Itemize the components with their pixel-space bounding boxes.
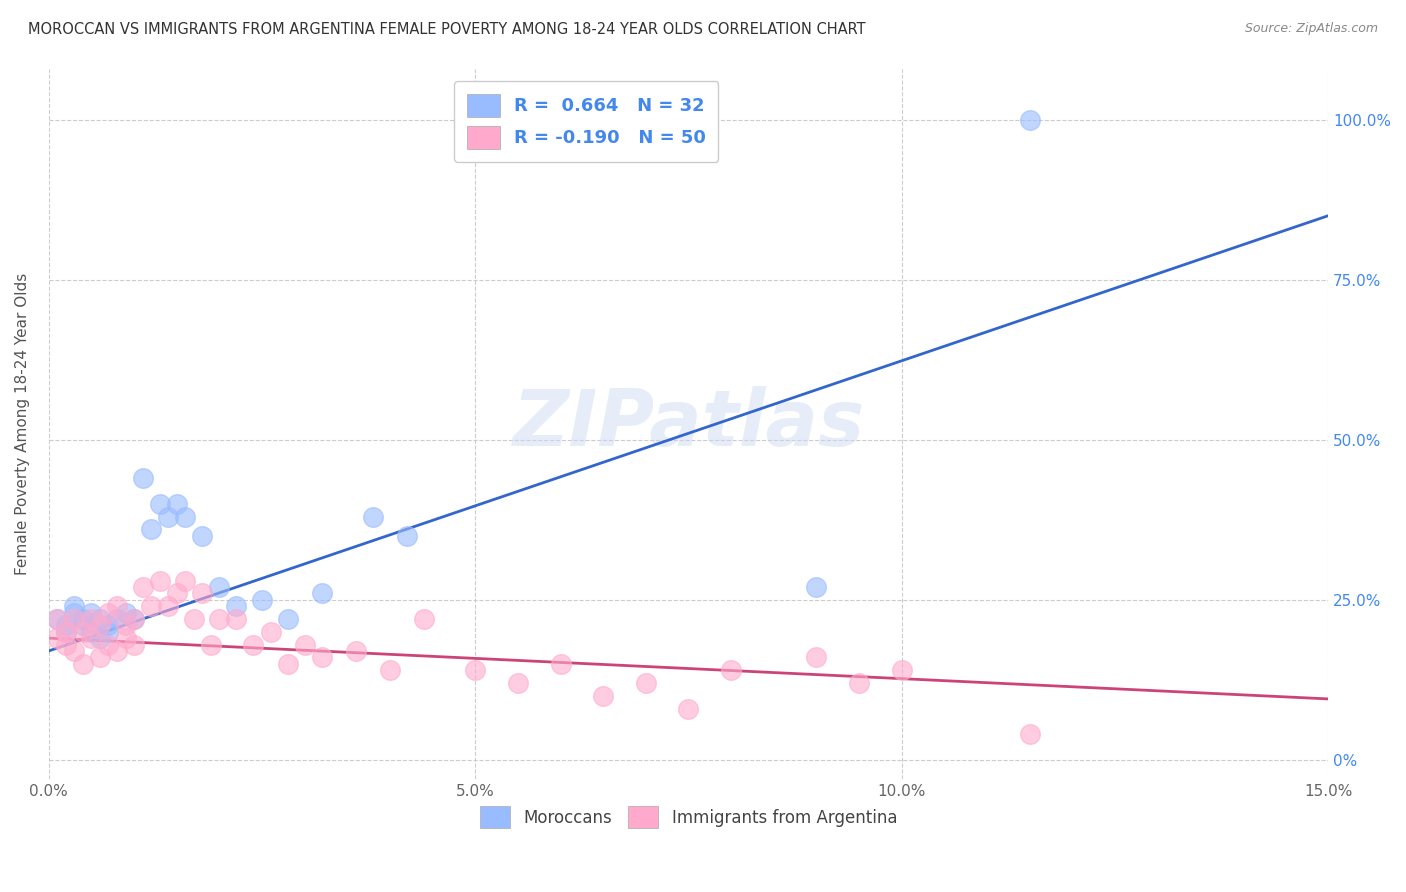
Point (149, 497, 172, 511)
Point (89, 631, 111, 645)
Point (72, 657, 94, 671)
Text: ZIPatlas: ZIPatlas (512, 385, 865, 462)
Point (174, 509, 197, 524)
Point (55, 618, 77, 632)
Point (72, 618, 94, 632)
Point (506, 676, 529, 690)
Point (72, 612, 94, 626)
Point (89, 612, 111, 626)
Point (80, 631, 103, 645)
Point (413, 612, 436, 626)
Point (157, 599, 180, 614)
Y-axis label: Female Poverty Among 18-24 Year Olds: Female Poverty Among 18-24 Year Olds (15, 273, 30, 574)
Point (114, 606, 136, 620)
Point (550, 657, 572, 671)
Point (592, 689, 614, 703)
Point (105, 599, 128, 614)
Point (208, 580, 231, 594)
Point (361, 509, 384, 524)
Point (277, 612, 299, 626)
Point (80, 612, 103, 626)
Point (191, 529, 214, 543)
Point (166, 497, 188, 511)
Point (139, 599, 162, 614)
Point (395, 529, 418, 543)
Point (122, 638, 145, 652)
Point (259, 624, 281, 639)
Point (678, 701, 700, 715)
Point (806, 650, 828, 665)
Point (208, 612, 231, 626)
Point (97, 618, 120, 632)
Point (55, 624, 77, 639)
Point (80, 606, 103, 620)
Point (464, 663, 486, 677)
Point (294, 638, 316, 652)
Point (46, 612, 69, 626)
Point (139, 522, 162, 536)
Point (63, 599, 86, 614)
Legend: Moroccans, Immigrants from Argentina: Moroccans, Immigrants from Argentina (472, 800, 904, 835)
Point (277, 657, 299, 671)
Point (97, 606, 120, 620)
Point (191, 586, 214, 600)
Point (114, 618, 136, 632)
Point (848, 676, 870, 690)
Point (89, 650, 111, 665)
Point (131, 471, 153, 485)
Point (63, 606, 86, 620)
Point (89, 618, 111, 632)
Point (634, 676, 657, 690)
Point (46, 612, 69, 626)
Point (344, 644, 367, 658)
Point (311, 650, 333, 665)
Point (122, 612, 145, 626)
Point (131, 580, 153, 594)
Point (242, 638, 264, 652)
Point (122, 612, 145, 626)
Point (149, 574, 172, 588)
Point (63, 644, 86, 658)
Point (183, 612, 205, 626)
Point (311, 586, 333, 600)
Point (378, 663, 401, 677)
Point (55, 624, 77, 639)
Point (105, 644, 128, 658)
Text: Source: ZipAtlas.com: Source: ZipAtlas.com (1244, 22, 1378, 36)
Point (225, 612, 247, 626)
Point (1018, 112, 1040, 127)
Point (720, 663, 742, 677)
Point (1018, 727, 1040, 741)
Point (55, 638, 77, 652)
Point (166, 586, 188, 600)
Point (157, 509, 180, 524)
Point (806, 580, 828, 594)
Point (114, 631, 136, 645)
Point (105, 612, 128, 626)
Point (890, 663, 912, 677)
Point (80, 624, 103, 639)
Point (174, 574, 197, 588)
Point (250, 592, 273, 607)
Point (97, 624, 120, 639)
Point (225, 599, 247, 614)
Point (63, 612, 86, 626)
Text: MOROCCAN VS IMMIGRANTS FROM ARGENTINA FEMALE POVERTY AMONG 18-24 YEAR OLDS CORRE: MOROCCAN VS IMMIGRANTS FROM ARGENTINA FE… (28, 22, 866, 37)
Point (97, 638, 120, 652)
Point (72, 624, 94, 639)
Point (200, 638, 222, 652)
Point (46, 631, 69, 645)
